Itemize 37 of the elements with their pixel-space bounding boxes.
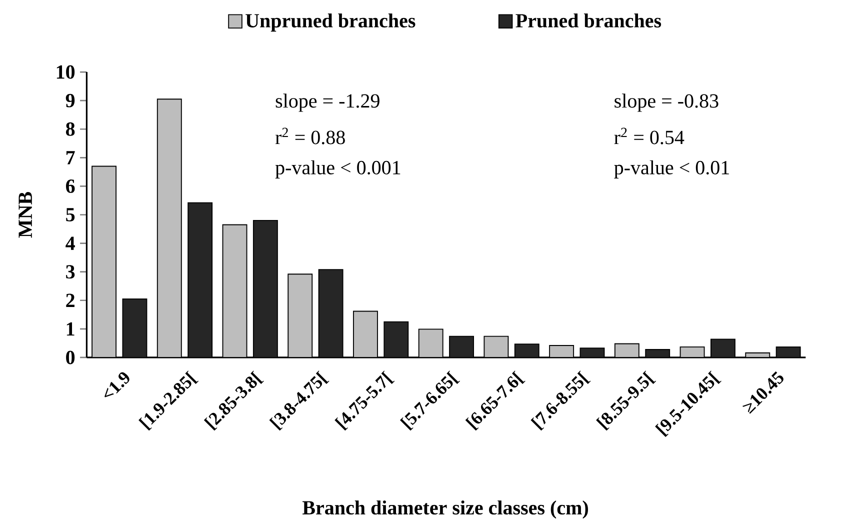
y-tick-label: 4 [66, 236, 75, 250]
bar [252, 220, 278, 358]
annotation: r$^{2}$ = 0.54 [614, 128, 684, 144]
y-tick-label: 9 [66, 94, 75, 108]
y-tick-label: 8 [66, 122, 75, 136]
bar [156, 98, 182, 358]
annotation: p-value < 0.001 [275, 160, 400, 178]
bar [122, 298, 148, 358]
y-tick-label: 2 [66, 294, 74, 307]
annotation: slope = -1.29 [276, 94, 380, 112]
x-axis-title: Branch diameter size classes (cm) [302, 500, 588, 519]
legend-label: Pruned branches [516, 13, 662, 28]
y-tick-label: 6 [66, 179, 75, 193]
bar [418, 328, 444, 358]
bar [92, 166, 117, 358]
bar [222, 224, 248, 358]
x-tick-label: <1.9 [104, 372, 130, 398]
y-tick-label: 10 [56, 65, 75, 79]
y-tick-label: 7 [66, 151, 75, 164]
bar [353, 310, 378, 358]
annotation: slope = -0.83 [614, 94, 718, 112]
bar [318, 268, 344, 358]
y-tick-label: 0 [66, 350, 75, 364]
legend-label: Unpruned branches [246, 13, 416, 32]
bar [188, 202, 213, 358]
bar [710, 338, 736, 358]
bar [614, 344, 639, 358]
bar [288, 274, 313, 358]
bar [449, 336, 474, 358]
annotation: r$^{2}$ = 0.88 [275, 128, 345, 144]
y-tick-label: 1 [66, 322, 74, 336]
bar [484, 336, 509, 358]
y-tick-label: 5 [66, 208, 75, 222]
bar [384, 321, 409, 358]
annotation: p-value < 0.01 [614, 160, 729, 178]
y-axis-title: MNB [18, 192, 32, 238]
y-tick-label: 3 [66, 265, 75, 278]
